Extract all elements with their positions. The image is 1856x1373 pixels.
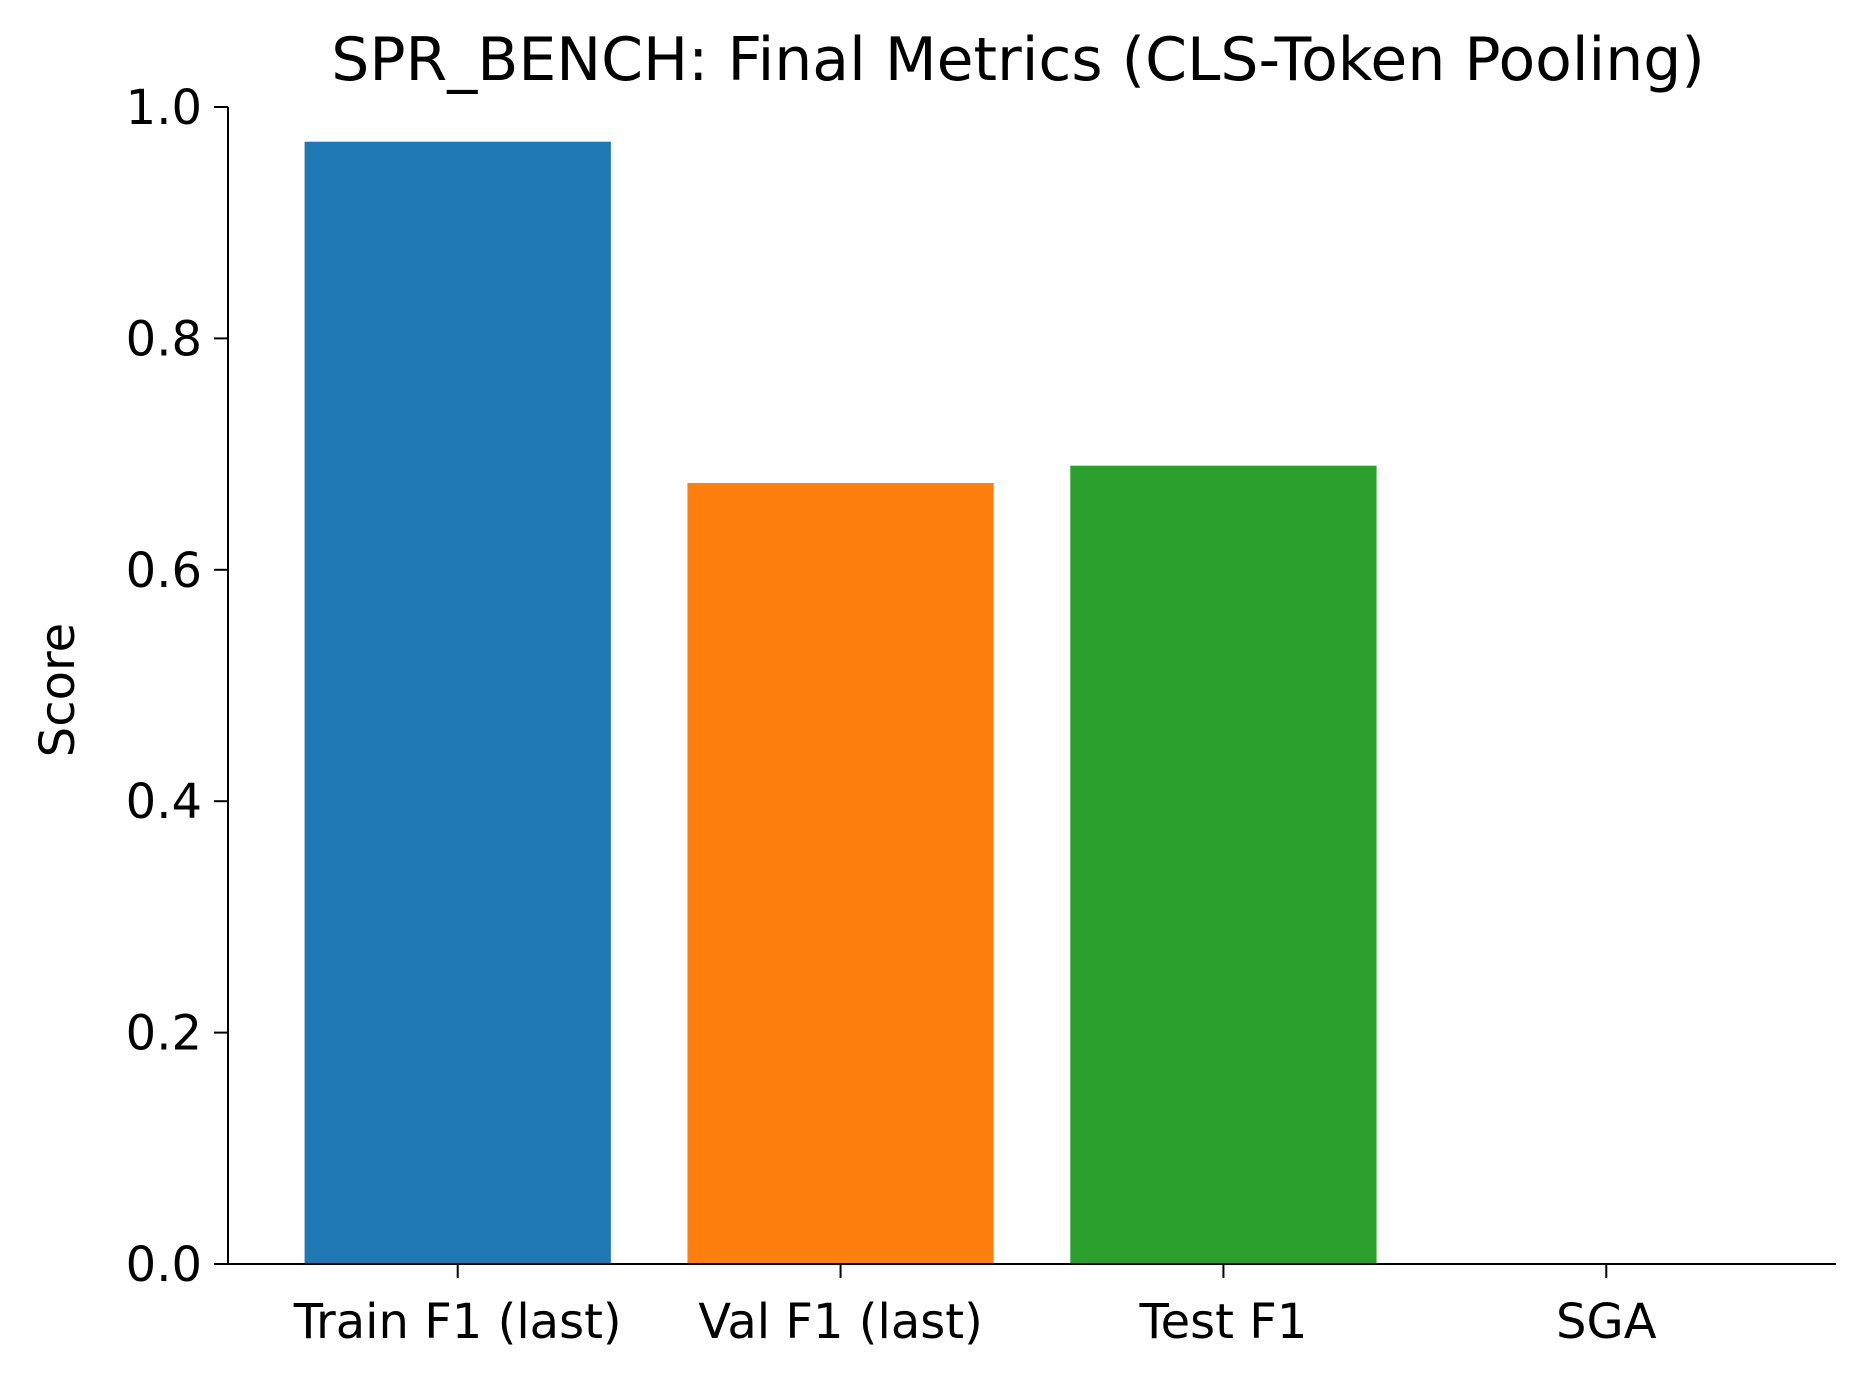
y-tick-label: 0.4 xyxy=(126,774,202,830)
x-tick-label: Train F1 (last) xyxy=(293,1294,622,1350)
chart-title: SPR_BENCH: Final Metrics (CLS-Token Pool… xyxy=(331,25,1705,95)
x-tick-label: SGA xyxy=(1556,1294,1657,1350)
x-axis-ticks: Train F1 (last) Val F1 (last) Test F1 SGA xyxy=(293,1264,1657,1350)
bar-1 xyxy=(687,483,994,1264)
bar-2 xyxy=(1070,465,1377,1264)
y-tick-label: 0.0 xyxy=(126,1237,202,1293)
x-tick-label: Val F1 (last) xyxy=(698,1294,983,1350)
y-tick-label: 0.2 xyxy=(126,1006,202,1062)
y-tick-label: 0.8 xyxy=(126,311,202,367)
bar-0 xyxy=(304,141,611,1265)
x-tick-label: Test F1 xyxy=(1138,1294,1307,1350)
y-tick-label: 0.6 xyxy=(126,543,202,599)
y-axis-ticks: 0.0 0.2 0.4 0.6 0.8 1.0 xyxy=(126,80,228,1293)
y-tick-label: 1.0 xyxy=(126,80,202,136)
bars-group xyxy=(304,141,1377,1265)
y-axis-label: Score xyxy=(30,623,86,757)
